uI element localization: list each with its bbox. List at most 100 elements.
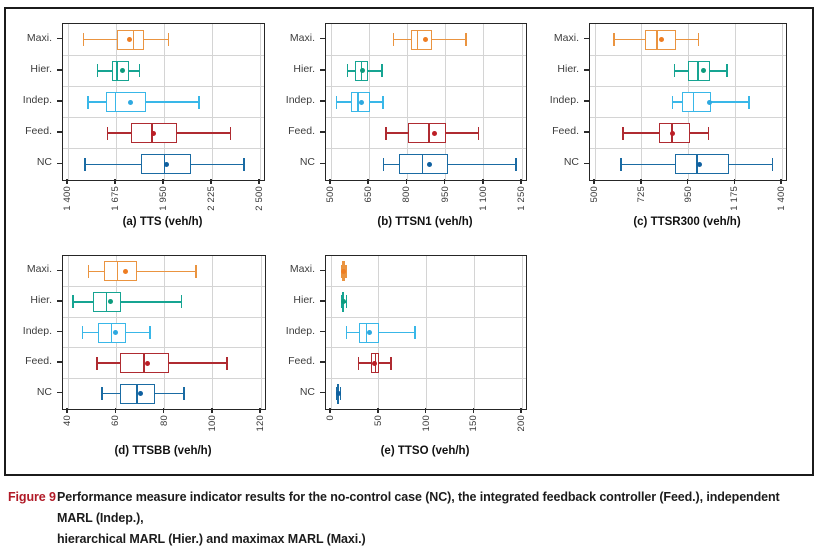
- mean-dot: [163, 161, 169, 167]
- grid-line-vertical: [67, 24, 69, 180]
- grid-line-horizontal: [326, 286, 526, 288]
- median-line: [105, 291, 108, 312]
- axis-tick: [584, 69, 589, 71]
- axis-tick: [211, 408, 213, 413]
- axis-tick: [259, 408, 261, 413]
- x-tick-label: 1 400: [62, 186, 73, 211]
- mean-dot: [335, 391, 341, 397]
- axis-tick: [57, 162, 62, 165]
- axis-tick: [405, 179, 408, 184]
- plot-area: [589, 23, 787, 181]
- median-line: [365, 322, 368, 343]
- median-line: [116, 261, 119, 282]
- axis-tick: [584, 37, 589, 40]
- category-label: Indep.: [22, 324, 52, 337]
- mean-dot: [432, 130, 438, 136]
- mean-dot: [359, 68, 365, 74]
- median-line: [110, 322, 113, 343]
- grid-line-vertical: [406, 24, 408, 180]
- x-axis-ticks: 0 50 100 150 200: [325, 408, 527, 445]
- mean-dot: [127, 37, 133, 43]
- y-axis-labels: Maxi. Hier. Indep. Feed. NC: [271, 255, 325, 408]
- axis-tick: [520, 408, 522, 413]
- category-label: Maxi.: [26, 263, 52, 276]
- chart-title: (c) TTSR300 (veh/h): [633, 216, 741, 228]
- plot-area: [62, 255, 266, 410]
- whisker-cap-min: [96, 64, 99, 78]
- grid-line-horizontal: [590, 85, 786, 87]
- grid-line-horizontal: [590, 117, 786, 119]
- x-tick-label: 500: [325, 186, 336, 203]
- grid-line-horizontal: [326, 85, 526, 87]
- axis-tick: [584, 100, 589, 102]
- grid-line-horizontal: [63, 347, 265, 349]
- grid-line-horizontal: [326, 316, 526, 318]
- whisker-cap-min: [671, 95, 674, 109]
- x-tick-label: 1 400: [776, 186, 787, 211]
- mean-dot: [151, 130, 157, 136]
- axis-tick: [640, 179, 642, 184]
- category-label: Indep.: [285, 324, 315, 337]
- category-label: Maxi.: [289, 263, 315, 276]
- axis-tick: [733, 179, 735, 184]
- category-label: Indep.: [285, 94, 315, 106]
- axis-tick: [520, 179, 522, 184]
- x-tick-label: 1 175: [729, 186, 741, 211]
- mean-dot: [706, 99, 712, 105]
- x-tick-label: 40: [62, 415, 73, 426]
- grid-line-vertical: [164, 256, 165, 409]
- y-axis-labels: Maxi. Hier. Indep. Feed. NC: [8, 23, 62, 179]
- grid-line-horizontal: [63, 85, 264, 87]
- median-line: [697, 60, 700, 81]
- grid-line-vertical: [445, 24, 447, 180]
- axis-tick: [162, 408, 165, 413]
- x-axis-ticks: 1 400 1 675 1 950 2 225 2 500: [62, 179, 265, 216]
- x-tick-label: 80: [158, 415, 170, 426]
- x-axis-ticks: 500 725 950 1 175 1 400: [589, 179, 787, 216]
- grid-line-vertical: [521, 24, 523, 180]
- whisker-cap-max: [195, 264, 197, 278]
- axis-tick: [780, 179, 782, 184]
- x-tick-label: 1 250: [516, 186, 527, 211]
- iqr-box: [410, 29, 432, 50]
- whisker-cap-max: [771, 157, 774, 171]
- whisker-line: [383, 163, 516, 166]
- x-tick-label: 0: [325, 415, 336, 421]
- axis-tick: [114, 408, 116, 413]
- whisker-cap-min: [345, 326, 348, 339]
- median-line: [114, 92, 117, 112]
- mean-dot: [137, 391, 143, 397]
- mean-dot: [340, 299, 346, 305]
- whisker-cap-min: [382, 157, 385, 171]
- whisker-cap-max: [707, 126, 710, 140]
- whisker-cap-max: [226, 356, 228, 370]
- whisker-line: [72, 301, 182, 303]
- caption-label: Figure 9: [8, 490, 56, 504]
- mean-dot: [112, 330, 118, 335]
- grid-line-horizontal: [590, 54, 786, 56]
- iqr-box: [104, 261, 137, 282]
- grid-line-vertical: [330, 256, 332, 409]
- grid-line-vertical: [260, 256, 262, 409]
- figure-page: { "caption": { "label": "Figure 9", "lin…: [4, 7, 814, 546]
- median-line: [428, 123, 430, 144]
- x-tick-label: 2 500: [254, 186, 265, 211]
- x-tick-label: 50: [372, 415, 384, 426]
- grid-line-vertical: [426, 256, 427, 409]
- axis-tick: [57, 300, 62, 302]
- x-tick-label: 150: [468, 415, 480, 432]
- plot-area: [325, 23, 527, 181]
- mean-dot: [696, 161, 702, 167]
- axis-tick: [57, 100, 62, 102]
- whisker-cap-min: [84, 157, 86, 171]
- grid-line-horizontal: [63, 286, 265, 288]
- axis-tick: [320, 100, 325, 102]
- whisker-cap-max: [748, 95, 750, 109]
- category-label: Feed.: [288, 355, 315, 368]
- mean-dot: [107, 299, 113, 305]
- y-axis-labels: Maxi. Hier. Indep. Feed. NC: [271, 23, 325, 179]
- category-label: Hier.: [293, 293, 315, 306]
- category-label: Maxi.: [553, 31, 579, 44]
- category-label: Maxi.: [289, 31, 315, 44]
- x-tick-label: 800: [401, 186, 413, 203]
